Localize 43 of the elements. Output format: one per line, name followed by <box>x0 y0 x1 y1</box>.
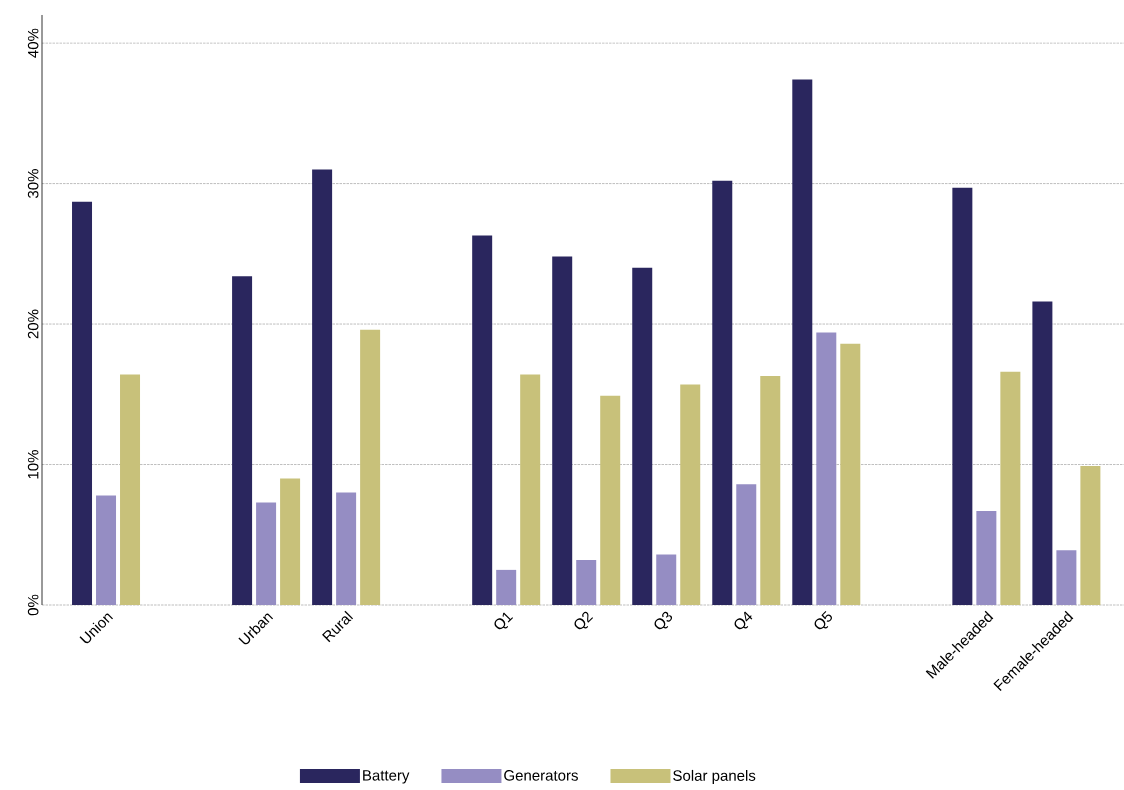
bar <box>360 329 381 605</box>
legend-label: Battery <box>363 770 410 784</box>
bar <box>680 384 701 605</box>
bar <box>816 332 837 605</box>
bar <box>792 79 813 605</box>
bar <box>712 180 733 605</box>
bar <box>280 478 301 605</box>
bar <box>120 374 141 605</box>
legend-label: Generators <box>504 770 578 781</box>
bar <box>576 560 597 605</box>
bar <box>256 502 277 605</box>
bar <box>1000 371 1021 605</box>
x-tick-label: Q4 <box>734 611 753 630</box>
legend-label: Solar panels <box>673 769 756 784</box>
y-tick-label: 0% <box>27 594 39 616</box>
bar <box>96 495 117 605</box>
bar <box>736 484 757 605</box>
bar <box>632 267 653 605</box>
bar <box>336 492 357 605</box>
y-tick-label: 10% <box>27 450 39 479</box>
bar <box>1032 301 1053 605</box>
y-tick-label: 30% <box>27 169 39 199</box>
bar <box>952 187 973 605</box>
bar <box>840 343 861 605</box>
bar <box>976 510 997 605</box>
x-tick-label: Q1 <box>494 612 514 630</box>
bar <box>656 554 677 605</box>
bar <box>600 395 621 605</box>
x-tick-label: Q5 <box>814 610 833 630</box>
bar <box>520 374 541 605</box>
bar <box>760 376 781 605</box>
bar <box>552 256 573 605</box>
bar <box>72 201 93 605</box>
bar <box>232 276 253 605</box>
y-tick-label: 40% <box>27 28 39 58</box>
bar <box>496 569 517 605</box>
bar <box>1080 465 1101 605</box>
y-tick-label: 20% <box>27 309 39 339</box>
x-tick-label: Q3 <box>654 611 673 630</box>
bar <box>472 235 493 605</box>
x-tick-label: Q2 <box>574 611 594 630</box>
bar <box>312 169 333 605</box>
bar <box>1056 550 1077 605</box>
